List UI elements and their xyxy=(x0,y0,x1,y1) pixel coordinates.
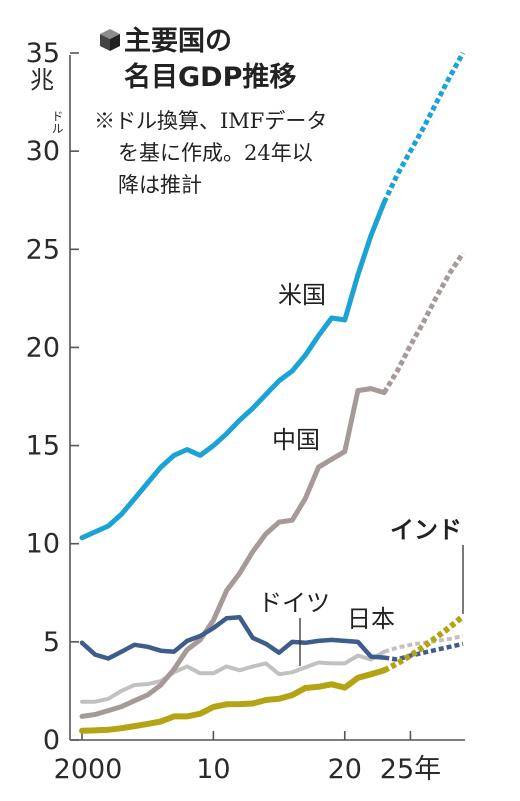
cube-icon xyxy=(100,29,120,51)
title-block: 主要国の 名目GDP推移 ※ドル換算、IMFデータ を基に作成。24年以 降は推… xyxy=(94,26,327,197)
series-label-india: インド xyxy=(390,516,462,544)
x-tick-label: 10 xyxy=(196,754,230,785)
y-axis-unit: 兆 xyxy=(30,66,54,94)
series-line-japan xyxy=(79,615,387,661)
y-tick-label: 5 xyxy=(43,627,60,658)
series-estimate-china xyxy=(382,251,466,394)
x-axis-ticks: 2000 10 20 25年 xyxy=(54,731,441,785)
chart-note-line2: を基に作成。24年以 xyxy=(118,141,313,165)
series-estimate-japan xyxy=(383,641,464,662)
x-tick-label: 2000 xyxy=(54,754,123,785)
y-tick-label: 25 xyxy=(26,234,60,265)
series-label-us: 米国 xyxy=(278,281,326,309)
series-line-india xyxy=(79,667,388,734)
series-lines xyxy=(79,51,466,734)
series-label-japan: 日本 xyxy=(347,605,395,633)
series-line-us xyxy=(79,199,387,541)
series-line-china xyxy=(79,386,387,719)
series-estimate-germany xyxy=(383,634,464,654)
x-tick-label: 20 xyxy=(328,754,362,785)
x-tick-label: 25年 xyxy=(380,754,441,785)
chart-note-line1: ※ドル換算、IMFデータ xyxy=(94,109,327,133)
y-axis-unit-small: ドル xyxy=(50,110,64,134)
series-line-germany xyxy=(80,649,387,704)
series-estimate-india xyxy=(382,613,465,673)
series-estimate-us xyxy=(381,51,466,204)
series-label-china: 中国 xyxy=(272,426,320,454)
y-tick-label: 20 xyxy=(26,332,60,363)
chart-title-line1: 主要国の xyxy=(124,26,232,57)
y-axis-ticks: 0 5 10 15 20 25 30 35 xyxy=(26,38,79,756)
series-label-germany: ドイツ xyxy=(258,589,330,617)
chart-note-line3: 降は推計 xyxy=(118,173,202,197)
chart-title-line2: 名目GDP推移 xyxy=(124,61,296,93)
y-tick-label: 10 xyxy=(26,529,60,560)
y-tick-label: 15 xyxy=(26,431,60,462)
y-tick-label: 35 xyxy=(26,38,60,69)
y-tick-label: 0 xyxy=(43,725,60,756)
y-tick-label: 30 xyxy=(26,136,60,167)
